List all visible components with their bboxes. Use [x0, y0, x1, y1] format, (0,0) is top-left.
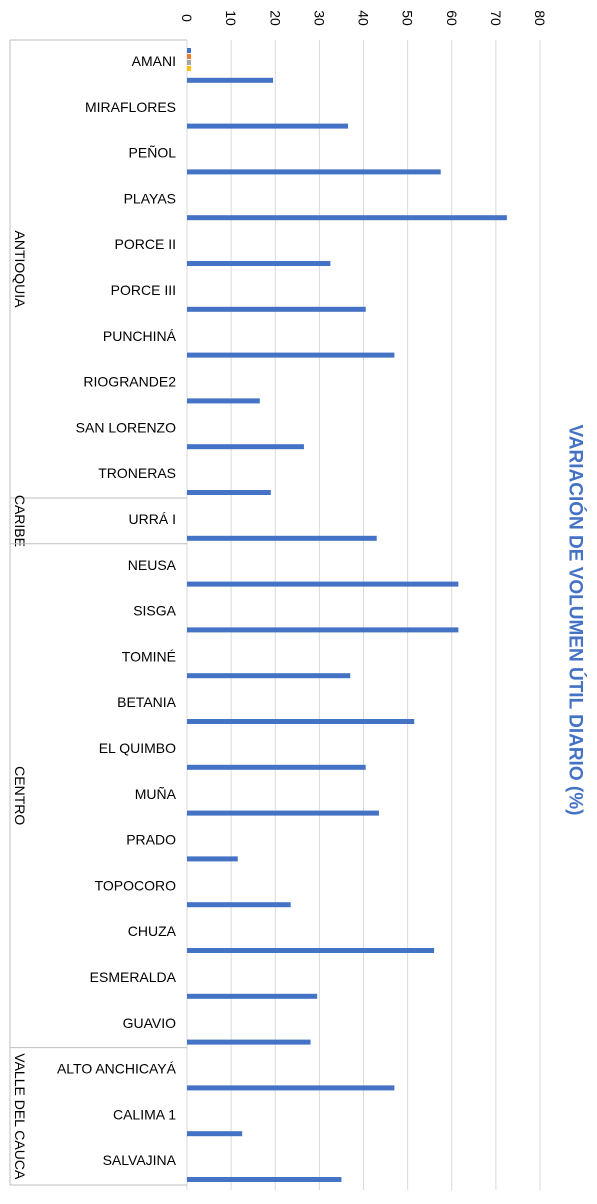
category-label: URRÁ I [129, 511, 176, 527]
bar [187, 1039, 311, 1045]
chart-title: VARIACIÓN DE VOLUMEN ÚTIL DIARIO (%) [565, 425, 587, 816]
category-label: NEUSA [128, 557, 177, 573]
bar [187, 1085, 395, 1091]
bar [187, 993, 318, 999]
group-label: CENTRO [12, 766, 28, 825]
bar [187, 535, 377, 541]
bar [187, 719, 415, 724]
x-tick-label: 10 [223, 10, 239, 26]
x-tick-label: 80 [532, 10, 548, 26]
category-label: ALTO ANCHICAYÁ [57, 1061, 177, 1077]
category-label: PEÑOL [129, 145, 177, 161]
x-tick-label: 40 [356, 10, 372, 26]
bar [187, 948, 435, 953]
category-label: PLAYAS [124, 190, 176, 206]
category-label: MUÑA [135, 786, 177, 802]
category-label: TOPOCORO [95, 877, 177, 893]
bar [187, 810, 379, 816]
category-label: TOMINÉ [122, 648, 176, 664]
category-label: ESMERALDA [90, 969, 177, 985]
x-tick-label: 70 [488, 10, 504, 26]
bar [187, 902, 291, 908]
x-tick-label: 20 [267, 10, 283, 26]
category-label: GUAVIO [123, 1015, 177, 1031]
bar [187, 169, 441, 175]
bar [187, 215, 507, 221]
category-label: PRADO [126, 832, 176, 848]
bar [187, 764, 366, 770]
bar [187, 581, 459, 587]
bar [187, 398, 260, 404]
bar [187, 490, 271, 495]
bar [187, 123, 349, 129]
category-label: AMANI [132, 53, 176, 69]
category-label: SAN LORENZO [76, 419, 176, 435]
category-label: SISGA [133, 603, 176, 619]
group-label: VALLE DEL CAUCA [12, 1053, 28, 1180]
bar [187, 673, 351, 679]
bar [187, 77, 274, 83]
category-label: EL QUIMBO [99, 740, 176, 756]
bar [187, 856, 238, 862]
x-tick-label: 50 [400, 10, 416, 26]
bar [187, 1177, 342, 1182]
category-label: PORCE III [111, 282, 176, 298]
x-tick-label: 0 [179, 14, 195, 22]
category-label: PUNCHINÁ [103, 328, 177, 344]
bar [187, 306, 366, 312]
bar [187, 1131, 243, 1137]
group-label: CARIBE [12, 495, 28, 547]
series-mark [187, 60, 191, 65]
series-mark [187, 54, 191, 59]
series-mark [187, 48, 191, 53]
bar [187, 352, 395, 358]
category-label: PORCE II [115, 236, 176, 252]
x-tick-label: 60 [444, 10, 460, 26]
category-label: SALVAJINA [103, 1152, 177, 1168]
x-tick-label: 30 [311, 10, 327, 26]
bar [187, 261, 331, 266]
category-label: TRONERAS [98, 465, 176, 481]
group-label: ANTIOQUIA [12, 230, 28, 308]
bar [187, 444, 304, 450]
series-mark [187, 66, 191, 71]
bar [187, 627, 459, 633]
category-label: BETANIA [117, 694, 177, 710]
category-label: RIOGRANDE2 [83, 374, 176, 390]
category-label: CALIMA 1 [113, 1106, 176, 1122]
category-label: CHUZA [128, 923, 177, 939]
category-label: MIRAFLORES [85, 99, 176, 115]
